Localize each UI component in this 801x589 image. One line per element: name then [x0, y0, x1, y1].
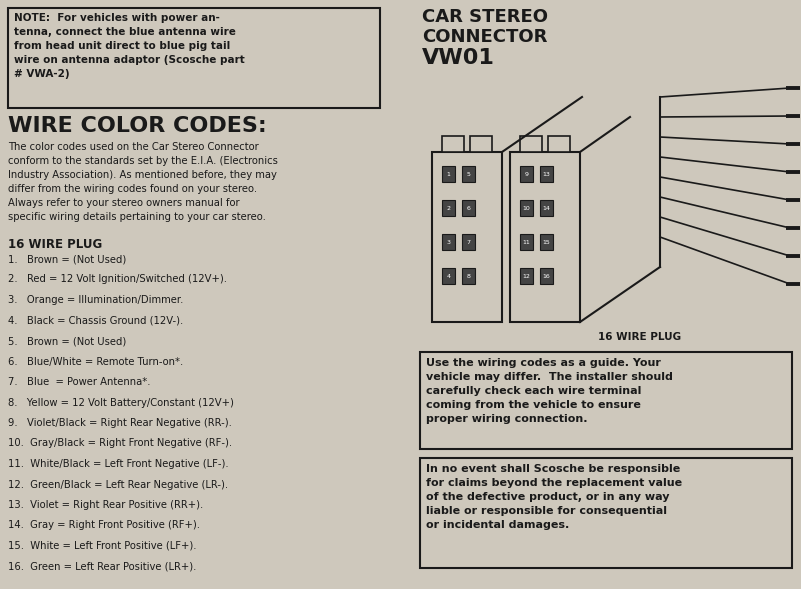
Text: 7.   Blue  = Power Antenna*.: 7. Blue = Power Antenna*.	[8, 377, 151, 387]
Text: 14.  Gray = Right Front Positive (RF+).: 14. Gray = Right Front Positive (RF+).	[8, 521, 200, 531]
Bar	[520, 200, 533, 216]
Bar	[420, 458, 792, 568]
Text: 2.   Red = 12 Volt Ignition/Switched (12V+).: 2. Red = 12 Volt Ignition/Switched (12V+…	[8, 274, 227, 284]
Bar	[8, 8, 380, 108]
Text: 16 WIRE PLUG: 16 WIRE PLUG	[8, 238, 103, 251]
Bar	[462, 234, 475, 250]
Text: 9: 9	[525, 171, 529, 177]
Text: In no event shall Scosche be responsible
for claims beyond the replacement value: In no event shall Scosche be responsible…	[426, 464, 682, 530]
Text: 7: 7	[466, 240, 470, 244]
Text: 16.  Green = Left Rear Positive (LR+).: 16. Green = Left Rear Positive (LR+).	[8, 561, 196, 571]
Text: 13: 13	[542, 171, 550, 177]
Text: 16 WIRE PLUG: 16 WIRE PLUG	[598, 332, 682, 342]
Bar	[442, 234, 455, 250]
Text: CAR STEREO: CAR STEREO	[422, 8, 548, 26]
Text: WIRE COLOR CODES:: WIRE COLOR CODES:	[8, 116, 267, 136]
Text: 4.   Black = Chassis Ground (12V-).: 4. Black = Chassis Ground (12V-).	[8, 316, 183, 326]
Bar	[442, 200, 455, 216]
Bar	[540, 234, 553, 250]
Text: 1.   Brown = (Not Used): 1. Brown = (Not Used)	[8, 254, 127, 264]
Text: VW01: VW01	[422, 48, 495, 68]
Text: 5.   Brown = (Not Used): 5. Brown = (Not Used)	[8, 336, 127, 346]
Text: 8.   Yellow = 12 Volt Battery/Constant (12V+): 8. Yellow = 12 Volt Battery/Constant (12…	[8, 398, 234, 408]
Bar	[462, 268, 475, 284]
Bar	[442, 136, 464, 152]
Text: 12.  Green/Black = Left Rear Negative (LR-).: 12. Green/Black = Left Rear Negative (LR…	[8, 479, 228, 489]
Bar	[520, 268, 533, 284]
Bar	[432, 152, 502, 322]
Bar	[548, 136, 570, 152]
Bar	[470, 136, 492, 152]
Bar	[520, 234, 533, 250]
Text: 15: 15	[542, 240, 550, 244]
Text: 10: 10	[522, 206, 530, 210]
Bar	[442, 268, 455, 284]
Text: 16: 16	[542, 273, 550, 279]
Bar	[540, 200, 553, 216]
Text: The color codes used on the Car Stereo Connector
conform to the standards set by: The color codes used on the Car Stereo C…	[8, 142, 278, 222]
Bar	[420, 352, 792, 449]
Bar	[462, 200, 475, 216]
Text: 3: 3	[446, 240, 450, 244]
Bar	[520, 136, 542, 152]
Text: CONNECTOR: CONNECTOR	[422, 28, 547, 46]
Text: 11.  White/Black = Left Front Negative (LF-).: 11. White/Black = Left Front Negative (L…	[8, 459, 228, 469]
Text: 4: 4	[446, 273, 450, 279]
Bar	[510, 152, 580, 322]
Text: 10.  Gray/Black = Right Front Negative (RF-).: 10. Gray/Black = Right Front Negative (R…	[8, 438, 232, 448]
Text: 5: 5	[466, 171, 470, 177]
Bar	[520, 166, 533, 182]
Text: 6.   Blue/White = Remote Turn-on*.: 6. Blue/White = Remote Turn-on*.	[8, 356, 183, 366]
Text: 3.   Orange = Illumination/Dimmer.: 3. Orange = Illumination/Dimmer.	[8, 295, 183, 305]
Text: Use the wiring codes as a guide. Your
vehicle may differ.  The installer should
: Use the wiring codes as a guide. Your ve…	[426, 358, 673, 424]
Text: 11: 11	[522, 240, 530, 244]
Text: 8: 8	[466, 273, 470, 279]
Text: 6: 6	[466, 206, 470, 210]
Bar	[462, 166, 475, 182]
Text: NOTE:  For vehicles with power an-
tenna, connect the blue antenna wire
from hea: NOTE: For vehicles with power an- tenna,…	[14, 13, 245, 79]
Text: 2: 2	[446, 206, 450, 210]
Text: 1: 1	[447, 171, 450, 177]
Text: 14: 14	[542, 206, 550, 210]
Bar	[442, 166, 455, 182]
Text: 9.   Violet/Black = Right Rear Negative (RR-).: 9. Violet/Black = Right Rear Negative (R…	[8, 418, 231, 428]
Text: 12: 12	[522, 273, 530, 279]
Bar	[540, 166, 553, 182]
Text: 13.  Violet = Right Rear Positive (RR+).: 13. Violet = Right Rear Positive (RR+).	[8, 500, 203, 510]
Bar	[540, 268, 553, 284]
Text: 15.  White = Left Front Positive (LF+).: 15. White = Left Front Positive (LF+).	[8, 541, 196, 551]
